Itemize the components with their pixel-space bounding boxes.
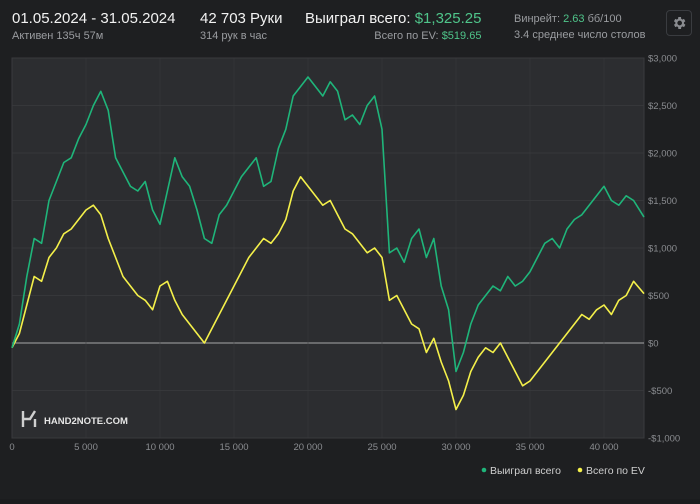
legend-ev-label: Всего по EV <box>586 465 645 477</box>
period-stat: 01.05.2024 - 31.05.2024 Активен 135ч 57м <box>12 10 175 42</box>
x-tick-label: 10 000 <box>145 442 174 453</box>
legend-item-ev[interactable]: Всего по EV <box>577 465 645 477</box>
x-tick-labels: 0 5 000 10 000 15 000 20 000 25 000 30 000 35 0… <box>9 442 618 453</box>
x-tick-label: 25 000 <box>367 442 396 453</box>
y-tick-labels: $3,000 $2,500 $2,000 $1,500 $1,000 $500 $0 -$50… <box>648 54 680 445</box>
x-tick-label: 5 000 <box>74 442 98 453</box>
ev-value: $519.65 <box>441 30 482 42</box>
legend-ev-marker <box>577 467 583 473</box>
gear-icon <box>673 17 686 29</box>
winrate-value: 2.63 <box>563 13 585 25</box>
hands-count: 42 703 Руки <box>200 10 283 27</box>
x-tick-label: 40 000 <box>589 442 618 453</box>
profit-chart: $3,000 $2,500 $2,000 $1,500 $1,000 $500 $0 -$50… <box>9 54 680 478</box>
won-value: $1,325.25 <box>414 10 482 27</box>
ev-series-line <box>11 176 645 411</box>
stats-header: 01.05.2024 - 31.05.2024 Активен 135ч 57м… <box>0 0 700 50</box>
active-time: Активен 135ч 57м <box>12 30 104 42</box>
y-tick-label: $500 <box>648 291 669 302</box>
won-stat: Выиграл всего: $1,325.25 Всего по EV: $5… <box>305 10 481 42</box>
x-tick-label: 15 000 <box>219 442 248 453</box>
winrate: Винрейт: 2.63 бб/100 <box>514 13 646 25</box>
tables-average: 3.4 среднее число столов <box>514 29 646 41</box>
settings-button[interactable] <box>666 10 692 36</box>
won-label: Выиграл всего: <box>305 10 411 27</box>
hands-stat: 42 703 Руки 314 рук в час <box>200 10 283 42</box>
grid-lines <box>11 57 644 439</box>
ev-total: Всего по EV: $519.65 <box>305 30 481 42</box>
x-tick-label: 20 000 <box>293 442 322 453</box>
hand2note-logo: HAND2NOTE.COM <box>21 410 128 427</box>
hands-per-hour: 314 рук в час <box>200 30 268 42</box>
y-tick-label: $3,000 <box>648 54 677 65</box>
y-tick-label: $2,500 <box>648 101 677 112</box>
legend-won-marker <box>481 467 487 473</box>
legend-won-label: Выиграл всего <box>490 465 561 477</box>
won-total: Выиграл всего: $1,325.25 <box>305 10 481 27</box>
won-series-line <box>11 76 645 373</box>
x-tick-label: 0 <box>9 442 14 453</box>
legend: Выиграл всего Всего по EV <box>481 465 645 477</box>
series-lines <box>11 76 645 411</box>
logo-mark <box>21 410 37 427</box>
y-tick-label: $1,000 <box>648 244 677 255</box>
logo-text: HAND2NOTE.COM <box>44 416 128 427</box>
legend-item-won[interactable]: Выиграл всего <box>481 465 561 477</box>
y-tick-label: $0 <box>648 339 659 350</box>
winrate-stat: Винрейт: 2.63 бб/100 3.4 среднее число с… <box>514 13 646 41</box>
winrate-label: Винрейт: <box>514 13 561 25</box>
y-tick-label: -$500 <box>648 386 672 397</box>
y-tick-label: $1,500 <box>648 196 677 207</box>
x-tick-label: 30 000 <box>441 442 470 453</box>
ev-label: Всего по EV: <box>374 30 439 42</box>
y-tick-label: $2,000 <box>648 149 677 160</box>
graph-area[interactable]: $3,000 $2,500 $2,000 $1,500 $1,000 $500 $0 -$50… <box>0 50 700 499</box>
y-tick-label: -$1,000 <box>648 434 680 445</box>
winrate-unit: бб/100 <box>587 13 622 25</box>
date-range: 01.05.2024 - 31.05.2024 <box>12 10 176 27</box>
x-tick-label: 35 000 <box>515 442 544 453</box>
